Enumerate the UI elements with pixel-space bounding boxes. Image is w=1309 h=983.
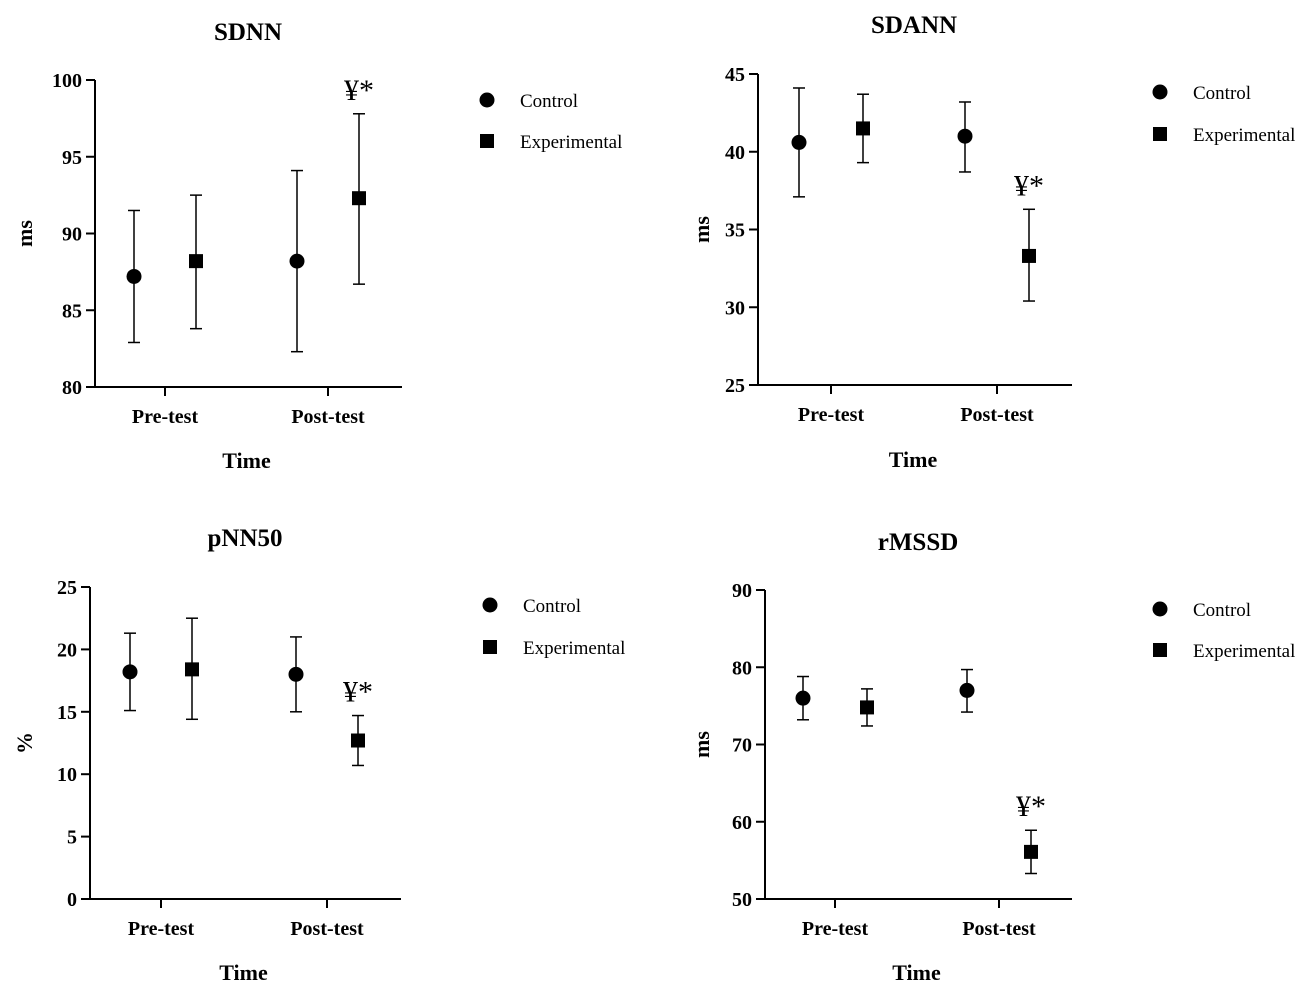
legend-label: Experimental [520, 132, 622, 153]
series-control [126, 169, 305, 353]
y-tick-label: 25 [725, 375, 745, 397]
x-tick-label: Pre-test [802, 918, 869, 940]
series-experimental [856, 93, 1036, 302]
legend-label: Experimental [1193, 641, 1295, 662]
data-point-circle [122, 664, 138, 680]
y-tick-label: 95 [62, 147, 82, 169]
data-point-circle [289, 253, 305, 269]
series-experimental [189, 113, 366, 330]
data-point-circle [126, 268, 142, 284]
legend-marker-square [1153, 643, 1167, 657]
legend-marker-circle [1152, 84, 1168, 100]
x-tick-label: Post-test [962, 918, 1036, 940]
y-tick-label: 90 [732, 580, 752, 602]
chart-pnn50: pNN50 0 5 10 15 20 25 Pre-test Post-test Time% ¥* C… [12, 525, 625, 983]
series-control [791, 87, 973, 198]
y-axis-label: ms [689, 216, 714, 243]
data-point-square [352, 191, 366, 206]
x-tick-label: Pre-test [798, 404, 865, 426]
legend-label: Control [523, 596, 581, 617]
data-point-circle [791, 134, 807, 150]
data-point-circle [959, 682, 975, 698]
y-tick-label: 90 [62, 224, 82, 246]
y-tick-label: 10 [57, 764, 77, 786]
chart-sdnn: SDNN 80 85 90 95 100 Pre-test Post-test Time ms ¥*… [12, 19, 622, 473]
chart-rmssd: rMSSD 50 60 70 80 90 Pre-test Post-test Time ms ¥*… [689, 529, 1295, 983]
series-experimental [860, 688, 1038, 875]
legend-label: Control [1193, 83, 1251, 104]
significance-annotation: ¥* [1016, 790, 1046, 823]
y-tick-label: 25 [57, 577, 77, 599]
legend: Control Experimental [479, 91, 622, 153]
legend-marker-square [480, 134, 494, 148]
legend-label: Control [1193, 600, 1251, 621]
y-tick-label: 40 [725, 142, 745, 164]
y-tick-label: 85 [62, 300, 82, 322]
y-tick-label: 70 [732, 735, 752, 757]
y-tick-label: 100 [52, 70, 82, 92]
y-tick-label: 5 [67, 827, 77, 849]
x-tick-label: Post-test [960, 404, 1034, 426]
series-experimental [185, 617, 365, 767]
significance-annotation: ¥* [344, 74, 374, 107]
data-point-square [351, 733, 365, 748]
legend-label: Control [520, 91, 578, 112]
y-tick-label: 15 [57, 702, 77, 724]
chart-title: rMSSD [878, 529, 959, 556]
data-point-square [189, 254, 203, 269]
x-tick-label: Post-test [290, 918, 364, 940]
chart-title: SDANN [871, 12, 957, 39]
legend-marker-square [1153, 127, 1167, 141]
chart-sdann: SDANN 25 30 35 40 45 Pre-test Post-test Time ms ¥*… [689, 12, 1295, 472]
x-tick-label: Pre-test [132, 406, 199, 428]
x-axis-label: Time [892, 960, 941, 983]
y-tick-label: 80 [732, 657, 752, 679]
x-axis-label: Time [889, 447, 938, 472]
y-tick-label: 35 [725, 220, 745, 242]
data-point-square [1022, 248, 1036, 263]
y-tick-label: 0 [67, 889, 77, 911]
data-point-circle [795, 690, 811, 706]
legend-label: Experimental [523, 638, 625, 659]
y-tick-label: 80 [62, 377, 82, 399]
y-tick-label: 50 [732, 889, 752, 911]
chart-title: pNN50 [207, 525, 282, 552]
y-tick-label: 20 [57, 639, 77, 661]
y-axis-label: ms [689, 731, 714, 758]
data-point-square [1024, 844, 1038, 859]
significance-annotation: ¥* [343, 676, 373, 709]
x-axis-label: Time [219, 960, 268, 983]
x-tick-label: Post-test [291, 406, 365, 428]
x-tick-label: Pre-test [128, 918, 195, 940]
y-tick-label: 60 [732, 812, 752, 834]
legend: Control Experimental [1152, 83, 1295, 146]
y-axis-label: ms [12, 220, 37, 247]
chart-title: SDNN [214, 19, 282, 46]
series-control [122, 632, 304, 713]
legend-marker-circle [1152, 601, 1168, 617]
y-axis-label: % [12, 732, 37, 754]
y-tick-label: 45 [725, 64, 745, 86]
data-point-circle [288, 666, 304, 682]
y-tick-label: 30 [725, 297, 745, 319]
legend: Control Experimental [1152, 600, 1295, 662]
x-axis-label: Time [222, 448, 271, 473]
data-point-square [185, 662, 199, 677]
legend: Control Experimental [482, 596, 625, 659]
data-point-square [860, 700, 874, 715]
data-point-circle [957, 128, 973, 144]
legend-marker-square [483, 640, 497, 654]
legend-label: Experimental [1193, 125, 1295, 146]
series-control [795, 668, 975, 721]
legend-marker-circle [482, 597, 498, 613]
legend-marker-circle [479, 92, 495, 108]
significance-annotation: ¥* [1014, 169, 1044, 202]
data-point-square [856, 121, 870, 136]
